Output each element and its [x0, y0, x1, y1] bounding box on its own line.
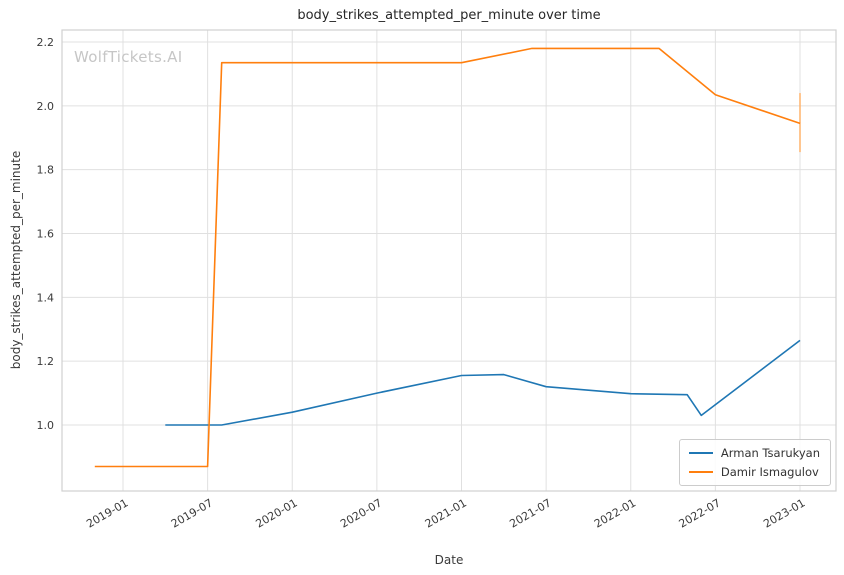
y-axis-label: body_strikes_attempted_per_minute — [9, 150, 23, 370]
x-tick-label: 2020-07 — [338, 496, 384, 530]
y-tick-label: 1.4 — [37, 291, 55, 304]
y-tick-label: 1.2 — [37, 355, 55, 368]
plot-border — [61, 29, 837, 492]
y-tick-label: 1.8 — [37, 164, 55, 177]
x-tick-label: 2021-07 — [507, 496, 553, 530]
legend-label: Arman Tsarukyan — [720, 446, 820, 460]
legend: Arman Tsarukyan Damir Ismagulov — [678, 439, 831, 486]
legend-label: Damir Ismagulov — [720, 465, 819, 479]
legend-line-sample-orange — [688, 471, 713, 473]
x-tick-label: 2019-07 — [169, 496, 215, 530]
series-line-0 — [165, 339, 801, 426]
legend-line-sample-blue — [688, 452, 713, 454]
x-tick-label: 2021-01 — [423, 496, 469, 530]
y-tick-label: 1.0 — [37, 419, 55, 432]
x-tick-label: 2020-01 — [253, 496, 299, 530]
y-tick-label: 2.0 — [37, 100, 55, 113]
x-tick-label: 2022-01 — [592, 496, 638, 530]
y-tick-label: 2.2 — [37, 36, 55, 49]
x-tick-label: 2019-01 — [84, 496, 130, 530]
series-line-1 — [94, 47, 801, 468]
x-axis-label: Date — [434, 553, 464, 567]
x-tick-label: 2022-07 — [677, 496, 723, 530]
x-tick-label: 2023-01 — [761, 496, 807, 530]
watermark-text: WolfTickets.AI — [74, 48, 183, 66]
legend-item-damir: Damir Ismagulov — [688, 465, 820, 479]
legend-item-arman: Arman Tsarukyan — [688, 446, 820, 460]
chart-title: body_strikes_attempted_per_minute over t… — [297, 8, 601, 23]
y-tick-label: 1.6 — [37, 227, 55, 240]
